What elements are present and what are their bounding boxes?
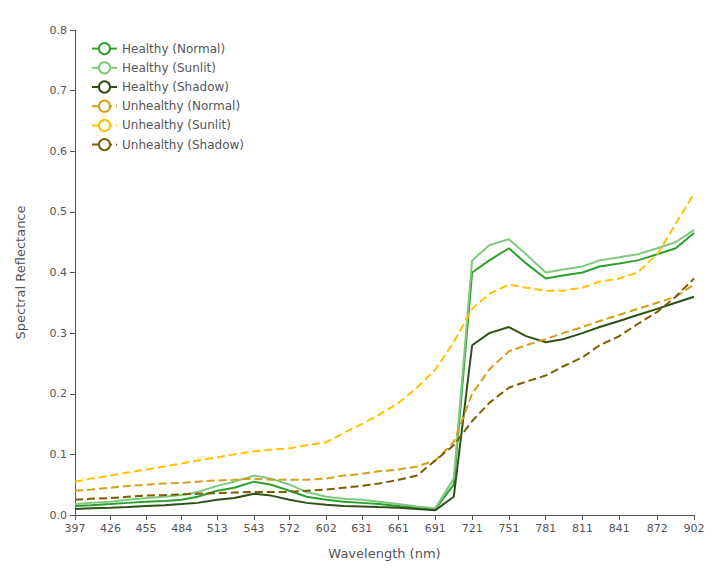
svg-text:841: 841	[609, 522, 630, 535]
svg-text:543: 543	[243, 522, 264, 535]
svg-text:Unhealthy (Normal): Unhealthy (Normal)	[122, 99, 240, 113]
svg-text:602: 602	[316, 522, 337, 535]
svg-text:0.2: 0.2	[50, 387, 68, 400]
svg-text:572: 572	[279, 522, 300, 535]
svg-text:Unhealthy (Shadow): Unhealthy (Shadow)	[122, 138, 244, 152]
svg-text:0.5: 0.5	[50, 205, 68, 218]
svg-text:661: 661	[388, 522, 409, 535]
svg-text:0.8: 0.8	[50, 24, 68, 37]
svg-text:781: 781	[535, 522, 556, 535]
svg-text:0.4: 0.4	[50, 266, 68, 279]
svg-text:426: 426	[100, 522, 121, 535]
svg-text:Spectral Reflectance: Spectral Reflectance	[13, 205, 28, 339]
svg-text:Healthy (Normal): Healthy (Normal)	[122, 42, 225, 56]
svg-text:902: 902	[684, 522, 705, 535]
svg-text:Unhealthy (Sunlit): Unhealthy (Sunlit)	[122, 118, 231, 132]
svg-text:631: 631	[351, 522, 372, 535]
svg-text:Healthy (Sunlit): Healthy (Sunlit)	[122, 61, 216, 75]
svg-text:397: 397	[65, 522, 86, 535]
svg-text:872: 872	[647, 522, 668, 535]
svg-text:0.7: 0.7	[50, 84, 68, 97]
svg-text:721: 721	[462, 522, 483, 535]
svg-text:0.1: 0.1	[50, 448, 68, 461]
svg-text:811: 811	[572, 522, 593, 535]
svg-text:0.6: 0.6	[50, 145, 68, 158]
svg-text:484: 484	[171, 522, 192, 535]
svg-text:Wavelength (nm): Wavelength (nm)	[328, 546, 440, 561]
svg-text:751: 751	[498, 522, 519, 535]
svg-text:0.0: 0.0	[50, 509, 68, 522]
svg-text:455: 455	[136, 522, 157, 535]
svg-text:691: 691	[425, 522, 446, 535]
svg-text:513: 513	[207, 522, 228, 535]
svg-text:0.3: 0.3	[50, 327, 68, 340]
svg-text:Healthy (Shadow): Healthy (Shadow)	[122, 80, 229, 94]
